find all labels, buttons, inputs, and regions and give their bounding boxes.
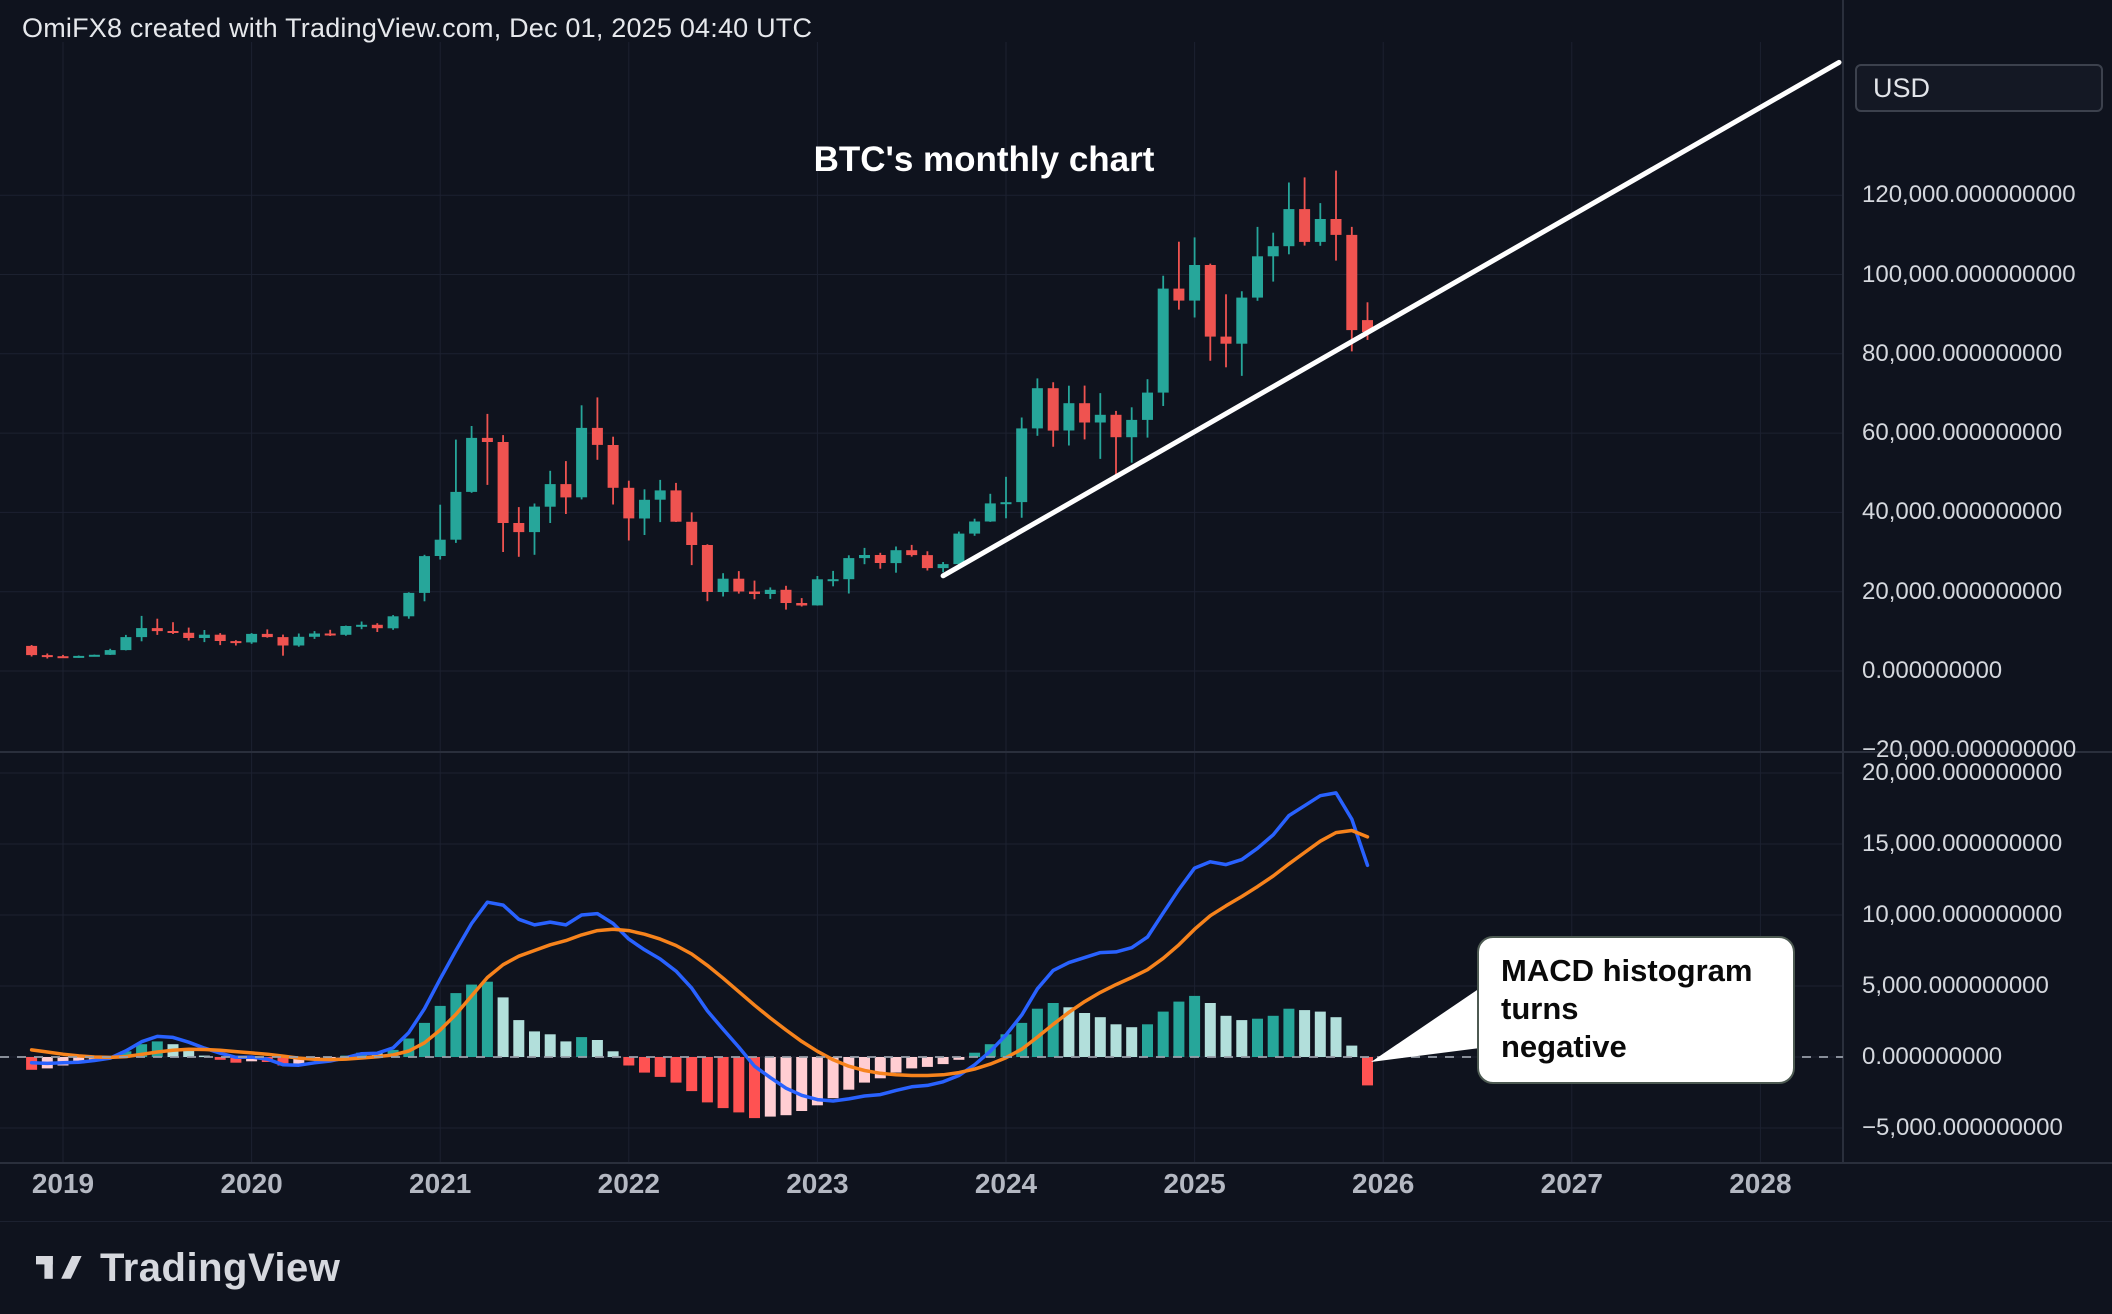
price-label-macd: 0.000000000 [1862,1043,2003,1070]
trendline[interactable] [940,59,1842,579]
macd-callout[interactable]: MACD histogram turns negative [1477,936,1795,1084]
price-label-macd: −5,000.000000000 [1862,1114,2063,1141]
footer: TradingView [0,1221,2112,1314]
year-label: 2026 [1352,1168,1415,1199]
pane-separators [0,0,2112,1164]
macd-callout-text: MACD histogram turns negative [1501,953,1753,1064]
price-label-main: 20,000.000000000 [1862,577,2063,605]
year-label: 2024 [974,1168,1038,1199]
callout-tail[interactable] [1371,988,1480,1062]
price-label-main: 40,000.000000000 [1862,498,2063,526]
tradingview-logo-icon [36,1256,82,1279]
macd-lines [29,791,1370,1103]
year-label: 2025 [1163,1168,1226,1199]
chart-canvas[interactable] [0,0,2112,1221]
chart-title: BTC's monthly chart [813,140,1155,179]
currency-label: USD [1873,72,1931,103]
year-label: 2023 [786,1168,849,1199]
tradingview-brand: TradingView [100,1245,341,1290]
year-label: 2022 [597,1168,660,1199]
price-label-macd: 15,000.000000000 [1862,830,2063,857]
tradingview-link[interactable]: TradingView [36,1246,340,1291]
macd-line [29,791,1370,1103]
trendline-group[interactable] [940,59,1842,579]
currency-selector[interactable]: USD [1855,64,2103,112]
price-label-main: 120,000.000000000 [1862,181,2076,209]
year-label: 2028 [1729,1168,1792,1199]
watermark-attribution: OmiFX8 created with TradingView.com, Dec… [22,13,813,43]
price-label-main: 0.000000000 [1862,657,2003,684]
macd-signal-line [29,828,1370,1078]
price-label-main: 60,000.000000000 [1862,419,2063,447]
price-label-main: 100,000.000000000 [1862,260,2076,288]
year-label: 2019 [31,1168,95,1199]
year-label: 2020 [220,1168,283,1199]
price-label-main: −20,000.000000000 [1862,736,2077,764]
year-label: 2021 [409,1168,472,1199]
price-label-macd: 20,000.000000000 [1862,759,2063,786]
year-label: 2027 [1540,1168,1603,1199]
candlestick-series [26,170,1373,659]
price-label-macd: 10,000.000000000 [1862,901,2063,928]
price-label-main: 80,000.000000000 [1862,339,2063,367]
price-label-macd: 5,000.000000000 [1862,972,2049,999]
